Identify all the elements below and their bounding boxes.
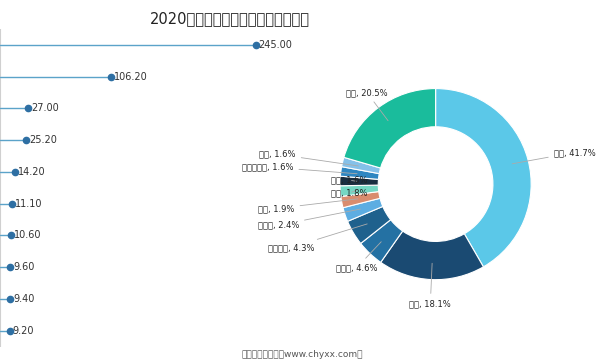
Text: 土耳其, 4.6%: 土耳其, 4.6% <box>336 242 381 272</box>
Text: 其他, 20.5%: 其他, 20.5% <box>346 88 388 121</box>
Text: 2020年全球茶叶消费量统计（万吩）: 2020年全球茶叶消费量统计（万吩） <box>150 11 310 26</box>
Text: 10.60: 10.60 <box>14 230 42 240</box>
Text: 27.00: 27.00 <box>31 103 59 113</box>
Wedge shape <box>344 88 436 168</box>
Wedge shape <box>342 157 381 174</box>
Text: 美国, 1.8%: 美国, 1.8% <box>331 188 367 197</box>
Text: 25.20: 25.20 <box>30 135 57 145</box>
Wedge shape <box>341 167 379 179</box>
Text: 9.20: 9.20 <box>13 326 34 336</box>
Wedge shape <box>381 231 483 280</box>
Text: 英国, 1.9%: 英国, 1.9% <box>258 199 358 213</box>
Wedge shape <box>348 206 391 243</box>
Wedge shape <box>340 185 379 196</box>
Wedge shape <box>340 176 379 186</box>
Text: 埃及, 1.6%: 埃及, 1.6% <box>330 176 367 185</box>
Text: 巴基斯坦, 4.3%: 巴基斯坦, 4.3% <box>268 224 367 252</box>
Text: 日本, 1.6%: 日本, 1.6% <box>260 150 359 166</box>
Text: 制图：智研咋询（www.chyxx.com）: 制图：智研咋询（www.chyxx.com） <box>242 350 363 359</box>
Text: 印度尼西亚, 1.6%: 印度尼西亚, 1.6% <box>242 162 357 174</box>
Text: 信罗斯, 2.4%: 信罗斯, 2.4% <box>258 209 361 230</box>
Text: 印度, 18.1%: 印度, 18.1% <box>410 263 451 308</box>
Text: 106.20: 106.20 <box>114 71 148 82</box>
Wedge shape <box>343 198 383 221</box>
Text: 14.20: 14.20 <box>18 167 45 177</box>
Wedge shape <box>361 220 403 262</box>
Text: 9.40: 9.40 <box>13 294 34 304</box>
Text: 245.00: 245.00 <box>259 40 293 50</box>
Wedge shape <box>341 192 380 208</box>
Text: 中国, 41.7%: 中国, 41.7% <box>512 148 595 164</box>
Text: 11.10: 11.10 <box>15 199 42 209</box>
Text: 9.60: 9.60 <box>13 262 34 272</box>
Wedge shape <box>436 88 531 267</box>
